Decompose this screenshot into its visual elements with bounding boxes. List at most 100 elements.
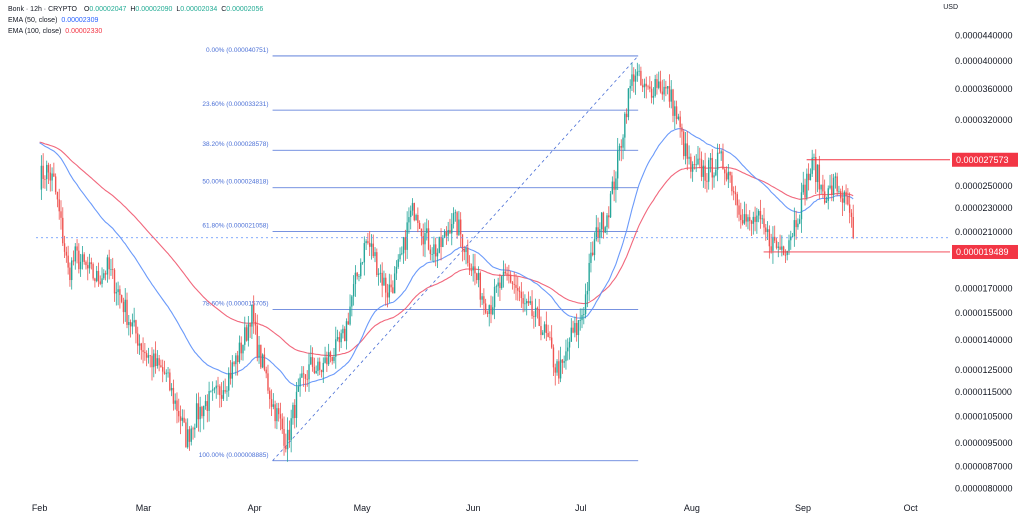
candle-body (108, 257, 110, 270)
price-level-lines[interactable]: 0.000027573 0.000019489 (36, 152, 1018, 259)
candle-body (401, 253, 403, 255)
candle-body (56, 191, 59, 200)
candle-body (550, 337, 553, 348)
candle-body (515, 284, 517, 288)
candle-body (786, 250, 788, 256)
candle-body (634, 75, 637, 82)
candle-body (99, 281, 101, 284)
candle-body (138, 343, 141, 346)
candle-body (825, 200, 828, 203)
candle-body (95, 270, 98, 282)
y-tick-label: 0.0000400000 (955, 56, 1013, 66)
candle-body (347, 321, 349, 325)
ema50-line (39, 128, 854, 387)
legend-close: 0.00002056 (226, 6, 264, 13)
candle-body (204, 401, 207, 407)
y-tick-label: 0.0000080000 (955, 484, 1013, 494)
candle-body (720, 151, 722, 154)
candle-body (226, 390, 228, 392)
candle-body (674, 106, 676, 116)
x-tick-label: Jul (575, 503, 587, 513)
candle-body (438, 236, 440, 253)
candle-body (795, 220, 797, 228)
candle-body (420, 228, 423, 237)
candle-body (722, 151, 724, 170)
candle-body (554, 367, 556, 373)
candle-body (668, 86, 671, 102)
legend-ema50-label: EMA (50, close) (8, 17, 58, 24)
candle-body (816, 164, 819, 183)
candle-body (611, 181, 614, 194)
price-axis[interactable]: 0.0000440000 0.0000400000 0.0000360000 0.00… (955, 31, 1013, 494)
candle-body (577, 320, 580, 336)
candle-body (445, 232, 448, 236)
y-tick-label: 0.0000105000 (955, 411, 1013, 421)
candle-body (775, 240, 778, 248)
chart-legend: Bonk · 12h · CRYPTO O0.00002047 H0.00002… (8, 4, 263, 37)
candle-body (633, 74, 635, 82)
candle-body (265, 369, 267, 374)
candle-body (308, 364, 310, 380)
candle-body (638, 70, 640, 72)
candle-body (675, 106, 678, 120)
candle-body (335, 339, 337, 357)
candle-body (145, 353, 148, 358)
candle-body (327, 352, 330, 365)
fibonacci-retracement[interactable]: 0.00% (0.000040751) 23.60% (0.000033231) 3… (199, 47, 639, 462)
candle-body (199, 406, 201, 420)
x-tick-label: Oct (904, 503, 919, 513)
candle-body (78, 250, 80, 270)
candle-body (652, 95, 655, 98)
candle-body (372, 243, 374, 257)
candle-body (297, 386, 300, 392)
candle-body (738, 205, 740, 215)
candle-body (233, 362, 235, 365)
candle-body (592, 252, 594, 256)
price-tag-label: 0.000019489 (956, 247, 1009, 257)
candle-body (707, 160, 710, 182)
currency-label: USD (943, 4, 958, 11)
y-tick-label: 0.0000155000 (955, 308, 1013, 318)
candle-body (725, 173, 728, 180)
candle-body (126, 299, 128, 325)
candle-body (410, 210, 412, 218)
candle-body (236, 355, 239, 363)
candle-body (352, 284, 355, 297)
candle-body (144, 351, 146, 354)
candle-body (727, 171, 730, 180)
candle-body (40, 165, 43, 190)
candle-body (609, 193, 612, 218)
candle-body (279, 414, 282, 419)
y-tick-label: 0.0000230000 (955, 203, 1013, 213)
candle-body (76, 246, 78, 251)
candle-body (333, 356, 335, 361)
candle-body (790, 236, 792, 241)
candle-body (616, 150, 619, 179)
fib-level-label: 0.00% (0.000040751) (206, 47, 269, 54)
candle-body (267, 373, 269, 391)
candle-body (85, 261, 87, 266)
candle-body (49, 172, 51, 181)
candle-body (538, 309, 540, 327)
candle-body (449, 229, 451, 234)
y-tick-label: 0.0000115000 (955, 387, 1012, 397)
time-axis[interactable]: Feb Mar Apr May Jun Jul Aug Sep Oct (32, 503, 918, 513)
candle-body (527, 301, 530, 304)
candle-body (418, 222, 421, 229)
candle-body (53, 173, 55, 177)
candle-body (531, 301, 533, 316)
candle-body (131, 322, 134, 327)
candle-body (201, 406, 203, 417)
candle-body (495, 286, 498, 288)
fib-level-label: 38.20% (0.000028578) (202, 141, 268, 148)
candle-body (433, 244, 435, 255)
candle-body (452, 213, 455, 224)
candle-body (158, 358, 160, 366)
candle-body (94, 278, 96, 282)
candle-body (331, 356, 333, 361)
x-tick-label: Jun (466, 503, 481, 513)
candle-body (841, 198, 844, 203)
fib-level-label: 100.00% (0.000008885) (199, 452, 269, 459)
candle-body (645, 83, 647, 87)
